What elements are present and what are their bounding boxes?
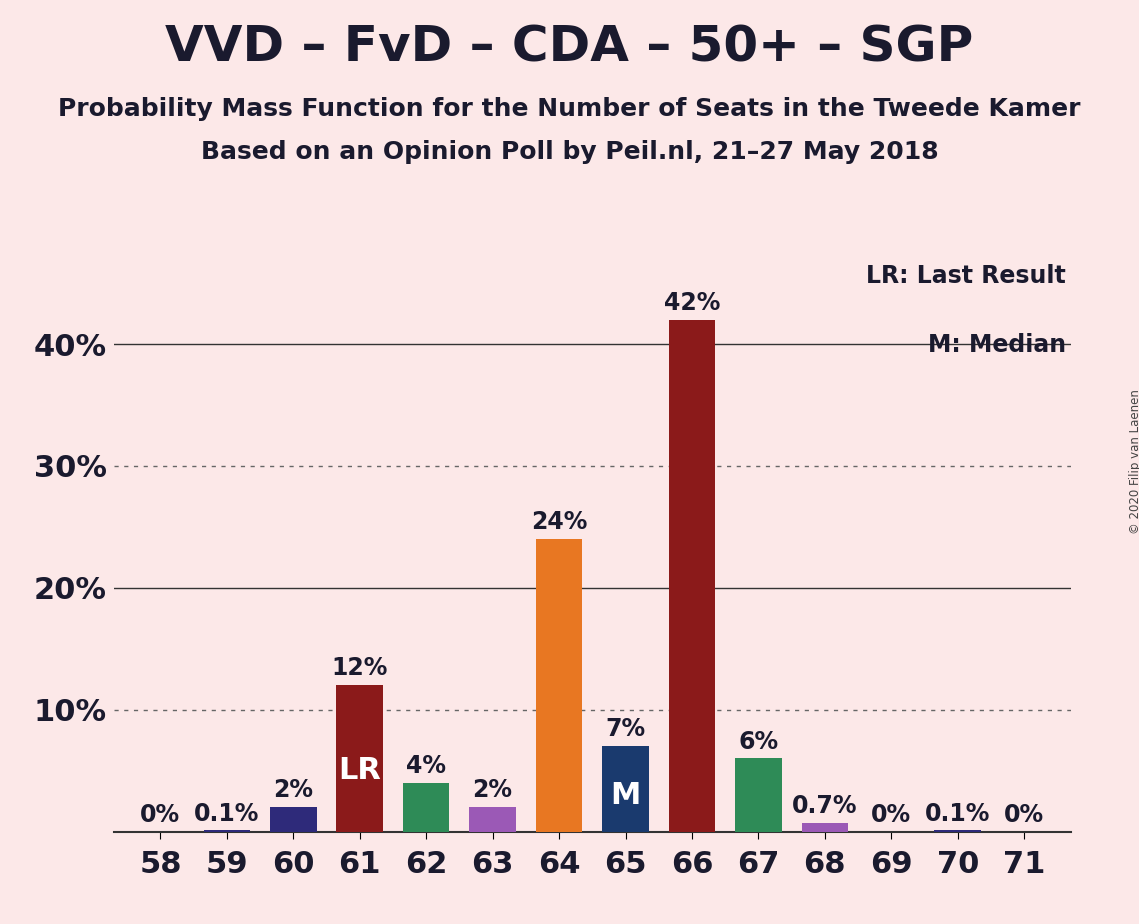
Bar [336, 686, 383, 832]
Text: 12%: 12% [331, 656, 388, 680]
Bar [934, 831, 981, 832]
Text: 0.1%: 0.1% [925, 801, 991, 825]
Text: LR: Last Result: LR: Last Result [866, 264, 1066, 288]
Bar [204, 831, 251, 832]
Text: M: Median: M: Median [928, 334, 1066, 358]
Bar [403, 783, 450, 832]
Text: 0.7%: 0.7% [792, 795, 858, 818]
Text: 42%: 42% [664, 291, 720, 315]
Text: M: M [611, 782, 641, 810]
Text: © 2020 Filip van Laenen: © 2020 Filip van Laenen [1129, 390, 1139, 534]
Text: Based on an Opinion Poll by Peil.nl, 21–27 May 2018: Based on an Opinion Poll by Peil.nl, 21–… [200, 140, 939, 164]
Text: 24%: 24% [531, 510, 588, 534]
Text: 4%: 4% [407, 754, 446, 778]
Bar [735, 759, 781, 832]
Bar [669, 320, 715, 832]
Text: LR: LR [338, 756, 382, 784]
Text: 0%: 0% [871, 803, 911, 827]
Text: 7%: 7% [606, 717, 646, 741]
Text: 6%: 6% [738, 730, 778, 754]
Bar [603, 747, 649, 832]
Text: 2%: 2% [473, 778, 513, 802]
Text: 0%: 0% [1005, 803, 1044, 827]
Bar [270, 808, 317, 832]
Text: 0%: 0% [140, 803, 180, 827]
Bar [802, 823, 849, 832]
Text: 2%: 2% [273, 778, 313, 802]
Text: Probability Mass Function for the Number of Seats in the Tweede Kamer: Probability Mass Function for the Number… [58, 97, 1081, 121]
Bar [469, 808, 516, 832]
Bar [535, 539, 582, 832]
Text: VVD – FvD – CDA – 50+ – SGP: VVD – FvD – CDA – 50+ – SGP [165, 23, 974, 71]
Text: 0.1%: 0.1% [194, 801, 260, 825]
